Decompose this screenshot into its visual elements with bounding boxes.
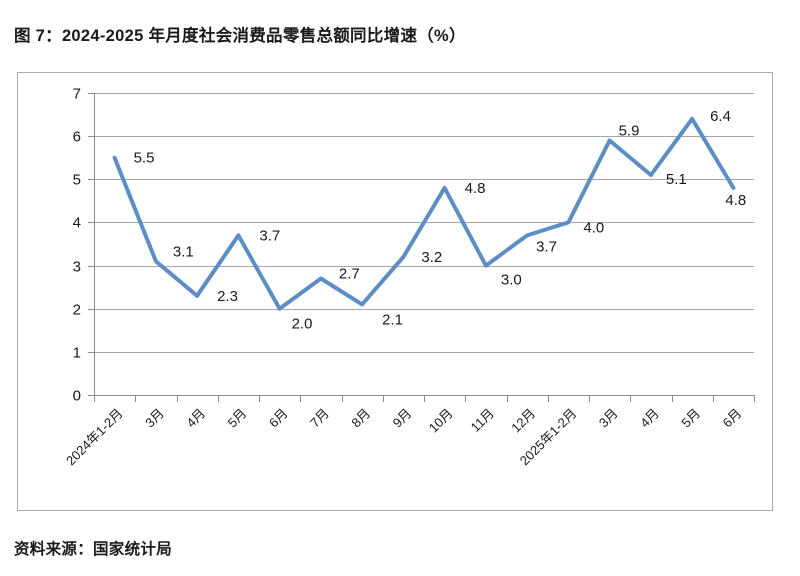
series-line [112, 116, 736, 311]
data-label: 3.2 [421, 249, 442, 266]
y-tick-label: 0 [73, 388, 81, 405]
x-tick-label: 7月 [307, 406, 332, 431]
x-tick-label: 8月 [348, 406, 373, 431]
y-tick-label: 4 [73, 215, 81, 232]
x-tick-label: 9月 [390, 406, 415, 431]
data-label: 5.5 [134, 150, 155, 167]
y-tick-label: 7 [73, 86, 81, 103]
x-tick-label: 4月 [637, 406, 662, 431]
x-tick-label: 12月 [508, 406, 538, 436]
y-tick-label: 1 [73, 345, 81, 362]
y-tick-label: 5 [73, 172, 81, 189]
y-tick-label: 3 [73, 259, 81, 276]
chart-frame: 0 1 2 3 4 5 6 7 2024年1-2月 3月 4月 5月 6月 7月 8月 9月 10月 11月 12月… [17, 72, 773, 511]
x-tick-label: 5月 [225, 406, 250, 431]
x-tick-label: 4月 [183, 406, 208, 431]
data-label: 5.9 [619, 123, 640, 140]
x-tick-label: 10月 [426, 406, 456, 436]
figure-title: 图 7：2024-2025 年月度社会消费品零售总额同比增速（%） [14, 27, 466, 45]
data-label: 5.1 [666, 171, 687, 188]
data-label: 6.4 [710, 108, 731, 125]
data-label: 3.0 [501, 272, 522, 289]
x-tick-label: 2024年1-2月 [63, 406, 126, 469]
data-label: 4.0 [583, 219, 604, 236]
x-tick-label: 5月 [678, 406, 703, 431]
x-tick-label: 3月 [142, 406, 167, 431]
data-label: 3.7 [536, 238, 557, 255]
data-label: 3.7 [259, 227, 280, 244]
data-label: 4.8 [725, 192, 746, 209]
data-label: 2.7 [339, 266, 360, 283]
x-tick-label: 11月 [468, 406, 497, 435]
data-label: 3.1 [173, 243, 194, 260]
x-tick-label: 6月 [720, 406, 745, 431]
x-tick-label: 3月 [596, 406, 621, 431]
line-chart: 0 1 2 3 4 5 6 7 2024年1-2月 3月 4月 5月 6月 7月 8月 9月 10月 11月 12月… [63, 86, 755, 469]
data-label: 4.8 [465, 180, 486, 197]
data-label: 2.3 [217, 288, 238, 305]
source-note: 资料来源：国家统计局 [14, 541, 173, 558]
x-tick-label: 6月 [266, 406, 291, 431]
data-label: 2.1 [382, 311, 403, 328]
y-tick-label: 6 [73, 129, 81, 146]
data-label: 2.0 [292, 316, 313, 333]
y-tick-label: 2 [73, 302, 81, 319]
